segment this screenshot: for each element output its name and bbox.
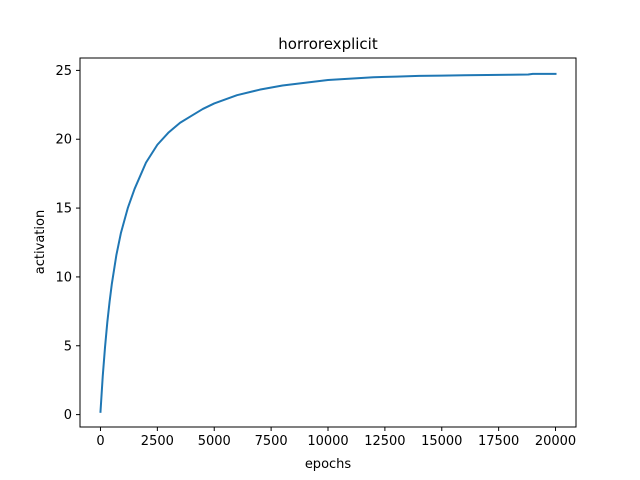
x-tick-label: 17500 bbox=[478, 434, 519, 449]
x-tick-label: 2500 bbox=[141, 434, 174, 449]
y-tick-label: 10 bbox=[55, 270, 72, 285]
plot-frame bbox=[79, 57, 577, 428]
x-tick-label: 5000 bbox=[198, 434, 231, 449]
x-axis-ticks: 0 2500 5000 7500 10000 12500 15000 17500 20000 bbox=[96, 427, 576, 449]
y-tick-label: 5 bbox=[64, 339, 72, 354]
x-axis-label: epochs bbox=[305, 457, 352, 472]
series-line-0 bbox=[99, 72, 557, 413]
data-marks bbox=[99, 72, 557, 413]
x-tick-label: 7500 bbox=[255, 434, 288, 449]
y-tick-label: 20 bbox=[55, 133, 72, 148]
y-tick-label: 15 bbox=[55, 202, 72, 217]
y-axis-label: activation bbox=[33, 210, 48, 274]
x-tick-label: 20000 bbox=[535, 434, 576, 449]
plot-area bbox=[80, 58, 576, 427]
y-axis-ticks: 0 5 10 15 20 25 bbox=[55, 64, 80, 423]
y-tick-label: 0 bbox=[64, 408, 72, 423]
chart-title: horrorexplicit bbox=[278, 35, 378, 53]
x-tick-label: 15000 bbox=[421, 434, 462, 449]
x-tick-label: 0 bbox=[96, 434, 104, 449]
x-tick-label: 10000 bbox=[307, 434, 348, 449]
x-tick-label: 12500 bbox=[364, 434, 405, 449]
y-tick-label: 25 bbox=[55, 64, 72, 79]
